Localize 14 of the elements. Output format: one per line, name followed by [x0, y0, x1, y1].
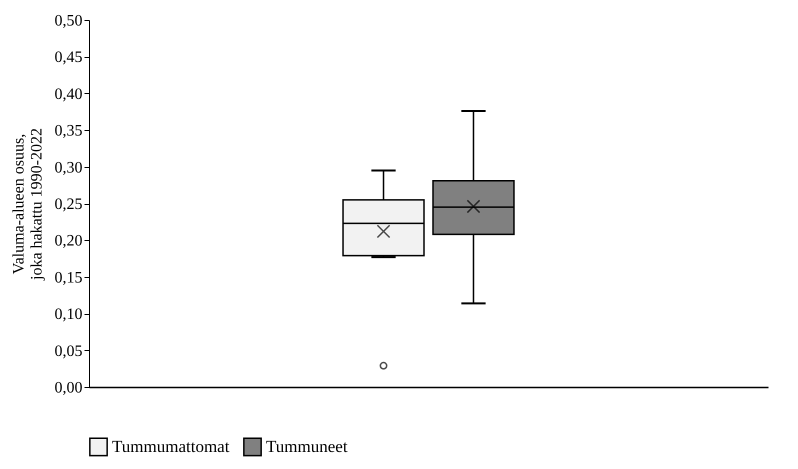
legend-label: Tummumattomat — [112, 436, 230, 456]
legend-label: Tummuneet — [266, 436, 348, 456]
y-tick-label: 0,45 — [54, 49, 82, 66]
y-tick-label: 0,20 — [54, 232, 82, 250]
y-tick-label: 0,50 — [54, 12, 82, 30]
y-tick-label: 0,35 — [54, 122, 82, 140]
y-tick-label: 0,30 — [54, 159, 82, 176]
y-tick-label: 0,15 — [54, 269, 82, 286]
y-tick-label: 0,40 — [54, 86, 82, 103]
y-axis-title: Valuma-alueen osuus, joka hakattu 1990-2022 — [10, 128, 46, 281]
y-tick-label: 0,10 — [54, 306, 82, 324]
y-tick-label: 0,00 — [54, 380, 82, 396]
y-tick-label: 0,25 — [54, 196, 82, 213]
y-tick-label: 0,05 — [54, 342, 82, 360]
